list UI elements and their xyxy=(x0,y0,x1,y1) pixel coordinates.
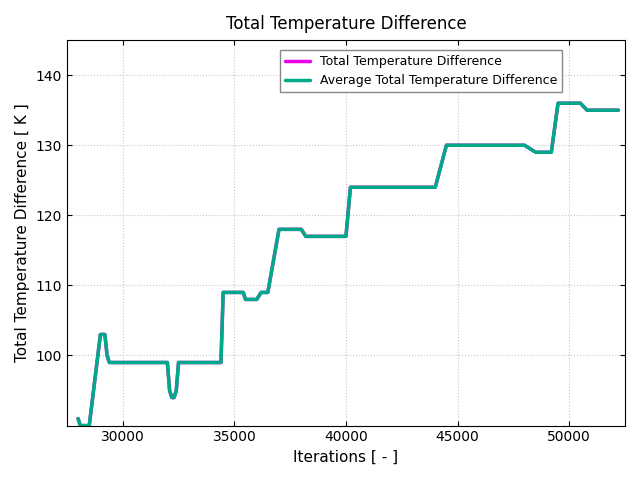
Total Temperature Difference xyxy=(76,423,84,429)
Total Temperature Difference xyxy=(521,143,529,148)
Legend: Total Temperature Difference, Average Total Temperature Difference: Total Temperature Difference, Average To… xyxy=(280,50,562,93)
Average Total Temperature Difference xyxy=(85,423,93,429)
Total Temperature Difference xyxy=(85,423,93,429)
Average Total Temperature Difference xyxy=(476,143,484,148)
Average Total Temperature Difference xyxy=(76,423,84,429)
Average Total Temperature Difference xyxy=(320,233,328,239)
Total Temperature Difference xyxy=(476,143,484,148)
Total Temperature Difference xyxy=(74,416,82,421)
Total Temperature Difference xyxy=(614,108,622,113)
Line: Total Temperature Difference: Total Temperature Difference xyxy=(78,103,618,426)
Average Total Temperature Difference xyxy=(106,360,113,365)
Line: Average Total Temperature Difference: Average Total Temperature Difference xyxy=(78,103,618,426)
X-axis label: Iterations [ - ]: Iterations [ - ] xyxy=(293,450,399,465)
Average Total Temperature Difference xyxy=(614,108,622,113)
Total Temperature Difference xyxy=(106,360,113,365)
Total Temperature Difference xyxy=(298,227,305,232)
Title: Total Temperature Difference: Total Temperature Difference xyxy=(225,15,467,33)
Average Total Temperature Difference xyxy=(298,227,305,232)
Average Total Temperature Difference xyxy=(521,143,529,148)
Average Total Temperature Difference xyxy=(74,416,82,421)
Average Total Temperature Difference xyxy=(554,100,562,106)
Total Temperature Difference xyxy=(554,100,562,106)
Total Temperature Difference xyxy=(320,233,328,239)
Y-axis label: Total Temperature Difference [ K ]: Total Temperature Difference [ K ] xyxy=(15,104,30,362)
